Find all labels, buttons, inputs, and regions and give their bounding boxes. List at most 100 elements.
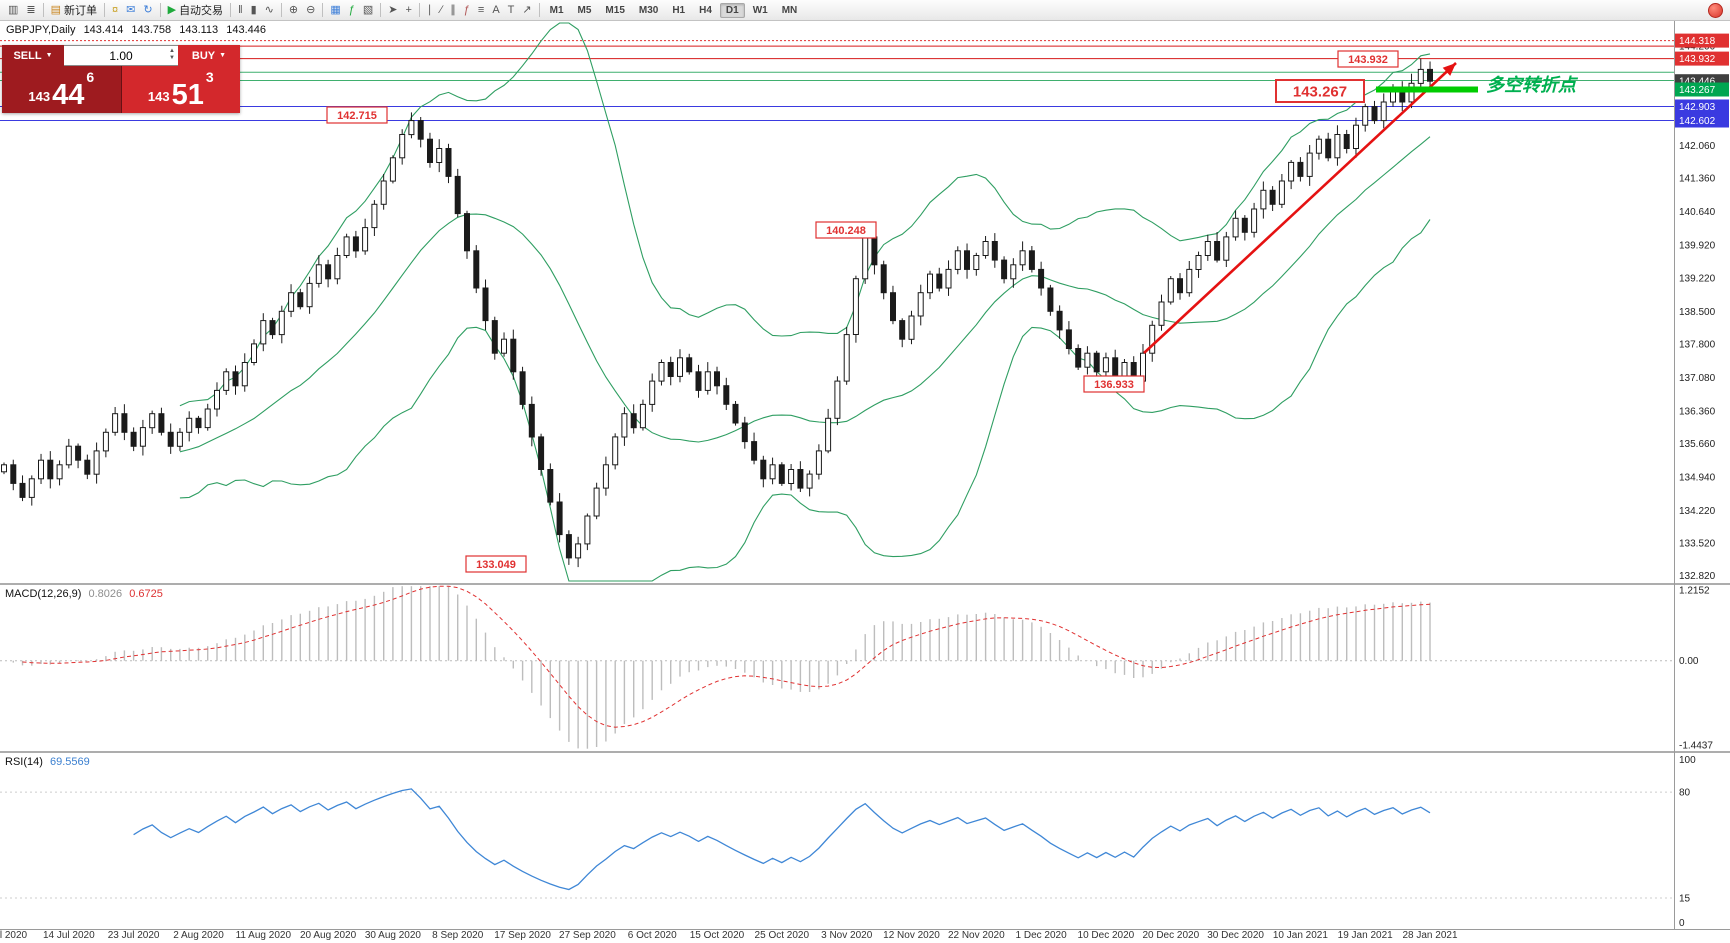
- deposit-icon[interactable]: ¤: [108, 1, 122, 19]
- price-tag-text: 143.932: [1348, 54, 1388, 66]
- toolbar-separator: [230, 3, 232, 17]
- svg-text:3 Nov 2020: 3 Nov 2020: [821, 930, 873, 941]
- toolbar-separator: [104, 3, 106, 17]
- crosshair-icon[interactable]: +: [401, 1, 415, 19]
- buy-price[interactable]: 143 51 3: [121, 66, 240, 113]
- zoom-in-icon[interactable]: ⊕: [285, 1, 302, 19]
- svg-text:30 Aug 2020: 30 Aug 2020: [365, 930, 422, 941]
- notification-icon[interactable]: [1708, 2, 1723, 18]
- indicators-icon[interactable]: ƒ: [345, 1, 359, 19]
- timeframe-m30[interactable]: M30: [638, 4, 659, 16]
- svg-text:28 Jan 2021: 28 Jan 2021: [1402, 930, 1457, 941]
- text-label-icon[interactable]: T: [504, 1, 519, 19]
- volume-value: 1.00: [109, 48, 133, 63]
- pane-separator[interactable]: [0, 751, 1730, 753]
- volume-field[interactable]: 1.00 ▲ ▼: [64, 45, 178, 66]
- timeframe-mn[interactable]: MN: [781, 4, 798, 16]
- sell-button[interactable]: SELL ▼: [2, 45, 64, 66]
- timeframe-m1[interactable]: M1: [549, 4, 564, 16]
- new-order-button-label: 新订单: [64, 5, 98, 17]
- timeframe-w1[interactable]: W1: [752, 4, 768, 16]
- timeframe-d1[interactable]: D1: [719, 2, 745, 18]
- svg-text:10 Dec 2020: 10 Dec 2020: [1078, 930, 1135, 941]
- svg-text:142.602: 142.602: [1679, 116, 1716, 127]
- refresh-icon[interactable]: ↻: [139, 1, 156, 19]
- messages-icon[interactable]: ✉: [122, 1, 139, 19]
- rsi-value: 69.5569: [49, 756, 90, 768]
- zoom-out-icon: ⊖: [306, 3, 316, 16]
- new-order-button[interactable]: ▤ 新订单: [47, 1, 101, 19]
- svg-text:138.500: 138.500: [1679, 307, 1716, 318]
- pivot-annotation-text[interactable]: 多空转折点: [1486, 75, 1579, 95]
- chart-canvas[interactable]: 多空转折点 142.715 140.248 136.933 133.049 143.932…: [0, 21, 1730, 943]
- arrows-icon[interactable]: ↗: [518, 1, 535, 19]
- sell-caret-icon[interactable]: ▼: [45, 52, 53, 59]
- svg-text:137.800: 137.800: [1679, 339, 1716, 350]
- ohlc-bars-icon[interactable]: ‖: [234, 1, 247, 19]
- algo-trading-button[interactable]: ▶ 自动交易: [164, 1, 227, 19]
- tile-windows-icon[interactable]: ▦: [326, 1, 344, 19]
- line-chart-icon[interactable]: ∿: [261, 1, 278, 19]
- price-tags[interactable]: 142.715 140.248 136.933 133.049 143.932 143.2…: [326, 50, 1399, 573]
- text-icon[interactable]: A: [488, 1, 503, 19]
- macd-signal-line: [22, 585, 1431, 728]
- price-tag-box[interactable]: [1083, 375, 1145, 393]
- svg-text:23 Jul 2020: 23 Jul 2020: [108, 930, 160, 941]
- ohlc-bars-icon: ‖: [238, 3, 243, 16]
- spinner-down-icon[interactable]: ▼: [169, 54, 175, 61]
- price-tag-text: 142.715: [337, 110, 377, 122]
- pane-separator[interactable]: [0, 583, 1730, 585]
- lines-menu-icon[interactable]: ≡: [474, 1, 488, 19]
- timeframe-h1[interactable]: H1: [672, 4, 686, 16]
- svg-text:0.00: 0.00: [1679, 656, 1699, 667]
- svg-text:6 Oct 2020: 6 Oct 2020: [628, 930, 677, 941]
- chart-list-icon[interactable]: ≣: [22, 1, 39, 19]
- toolbar-separator: [159, 3, 161, 17]
- trend-arrow-line[interactable]: [1143, 62, 1457, 354]
- sell-price-prefix: 143: [28, 89, 51, 105]
- svg-text:80: 80: [1679, 788, 1691, 799]
- volume-spinner[interactable]: ▲ ▼: [169, 48, 175, 61]
- price-tag-box[interactable]: [465, 555, 527, 573]
- buy-button[interactable]: BUY ▼: [178, 45, 240, 66]
- fibonacci-icon: ƒ: [463, 3, 470, 16]
- sell-price[interactable]: 143 44 6: [2, 66, 122, 113]
- crosshair-icon: +: [405, 3, 412, 16]
- svg-text:11 Aug 2020: 11 Aug 2020: [236, 930, 292, 941]
- svg-text:14 Jul 2020: 14 Jul 2020: [43, 930, 95, 941]
- objects-list-icon: ▧: [362, 3, 374, 16]
- candlesticks-icon[interactable]: ▮: [247, 1, 261, 19]
- refresh-icon: ↻: [143, 3, 153, 16]
- svg-text:132.820: 132.820: [1679, 571, 1716, 582]
- sell-label: SELL: [13, 49, 42, 62]
- sell-price-sup: 6: [86, 69, 95, 85]
- vertical-line-icon[interactable]: ∣: [423, 1, 437, 19]
- algo-trading-button: ▶: [167, 3, 177, 16]
- buy-caret-icon[interactable]: ▼: [219, 52, 227, 59]
- buy-price-big: 51: [171, 79, 204, 112]
- timeframe-m15[interactable]: M15: [605, 4, 625, 16]
- objects-list-icon[interactable]: ▧: [359, 1, 377, 19]
- fibonacci-icon[interactable]: ƒ: [460, 1, 474, 19]
- chart-window-icon: ▥: [8, 3, 19, 16]
- price-tag-box[interactable]: [815, 221, 877, 239]
- timeframe-m5[interactable]: M5: [577, 4, 592, 16]
- trend-arrowhead[interactable]: [1442, 63, 1456, 76]
- price-tag-box[interactable]: [1337, 50, 1399, 68]
- zoom-out-icon[interactable]: ⊖: [302, 1, 319, 19]
- trendline-icon[interactable]: ∕: [436, 1, 446, 19]
- price-tag-box[interactable]: [326, 106, 388, 124]
- toolbar-separator: [538, 3, 540, 17]
- chart-window-icon[interactable]: ▥: [4, 1, 22, 19]
- equidistant-channel-icon[interactable]: ∥: [446, 1, 460, 19]
- spinner-up-icon[interactable]: ▲: [169, 48, 175, 54]
- ohlc-open: 143.414: [83, 24, 124, 36]
- cursor-icon[interactable]: ➤: [384, 1, 401, 19]
- svg-text:139.920: 139.920: [1679, 241, 1716, 252]
- candlestick-series: [1, 58, 1433, 568]
- trendline-icon: ∕: [440, 3, 443, 16]
- price-tag-text: 133.049: [476, 559, 516, 571]
- svg-text:1.2152: 1.2152: [1679, 585, 1710, 596]
- price-tag-box[interactable]: [1275, 79, 1365, 103]
- timeframe-h4[interactable]: H4: [699, 4, 712, 16]
